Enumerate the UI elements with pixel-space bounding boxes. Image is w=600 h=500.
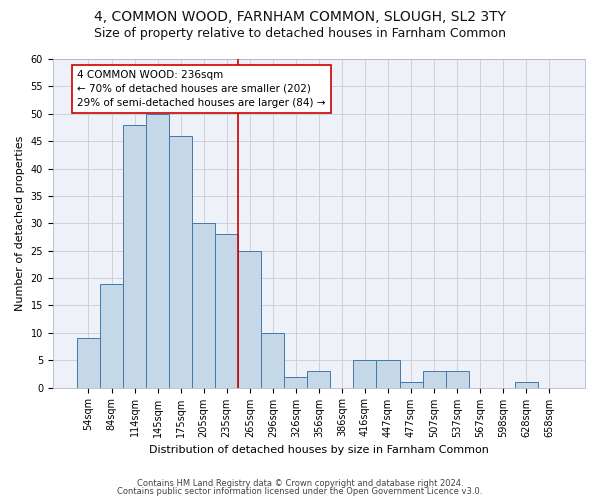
Bar bbox=[146, 114, 169, 388]
Text: 4, COMMON WOOD, FARNHAM COMMON, SLOUGH, SL2 3TY: 4, COMMON WOOD, FARNHAM COMMON, SLOUGH, … bbox=[94, 10, 506, 24]
Bar bbox=[376, 360, 400, 388]
Bar bbox=[400, 382, 422, 388]
Y-axis label: Number of detached properties: Number of detached properties bbox=[15, 136, 25, 311]
Text: Contains HM Land Registry data © Crown copyright and database right 2024.: Contains HM Land Registry data © Crown c… bbox=[137, 478, 463, 488]
Bar bbox=[215, 234, 238, 388]
Text: Size of property relative to detached houses in Farnham Common: Size of property relative to detached ho… bbox=[94, 28, 506, 40]
Bar bbox=[422, 371, 446, 388]
Bar bbox=[123, 124, 146, 388]
X-axis label: Distribution of detached houses by size in Farnham Common: Distribution of detached houses by size … bbox=[149, 445, 489, 455]
Bar bbox=[515, 382, 538, 388]
Bar bbox=[100, 284, 123, 388]
Text: Contains public sector information licensed under the Open Government Licence v3: Contains public sector information licen… bbox=[118, 487, 482, 496]
Bar bbox=[261, 333, 284, 388]
Bar bbox=[353, 360, 376, 388]
Bar bbox=[77, 338, 100, 388]
Bar bbox=[446, 371, 469, 388]
Bar bbox=[192, 224, 215, 388]
Bar bbox=[307, 371, 331, 388]
Text: 4 COMMON WOOD: 236sqm
← 70% of detached houses are smaller (202)
29% of semi-det: 4 COMMON WOOD: 236sqm ← 70% of detached … bbox=[77, 70, 325, 108]
Bar bbox=[284, 376, 307, 388]
Bar bbox=[169, 136, 192, 388]
Bar bbox=[238, 250, 261, 388]
